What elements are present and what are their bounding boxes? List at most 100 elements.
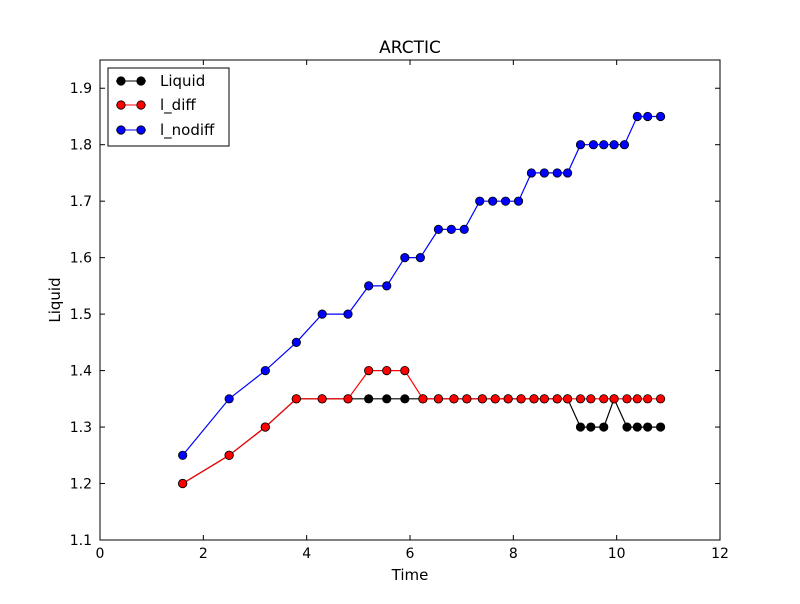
data-point-liquid [622, 422, 632, 432]
data-point-l-nodiff [260, 365, 270, 376]
data-point-l-diff [503, 394, 513, 404]
data-point-l-diff [291, 394, 301, 404]
data-point-l-nodiff [415, 253, 425, 263]
legend-marker-liquid [116, 76, 126, 86]
data-point-l-nodiff [459, 224, 469, 235]
data-point-l-nodiff [475, 196, 485, 206]
series-line-liquid [182, 397, 661, 485]
y-tick-label: 1.6 [70, 251, 92, 267]
y-tick-label: 1.3 [70, 420, 92, 436]
data-point-l-nodiff [317, 309, 327, 319]
data-point-l-diff [462, 394, 472, 404]
data-point-l-nodiff [446, 224, 456, 235]
axis-ticks: 0 2 4 6 8 10 12 1.1 1.2 1.3 1.4 1.5 1.6 1.7 1.8 1.9 [70, 60, 729, 562]
data-point-l-nodiff [599, 140, 609, 150]
data-point-l-nodiff [588, 140, 599, 150]
data-point-l-nodiff [655, 111, 666, 122]
data-point-l-nodiff [291, 337, 301, 347]
legend-label-liquid: Liquid [160, 72, 205, 90]
y-tick-label: 1.2 [70, 477, 92, 493]
data-point-l-nodiff [552, 168, 562, 178]
y-tick-label: 1.9 [70, 81, 92, 97]
series-line-l-nodiff [182, 115, 661, 456]
data-point-l-diff [224, 450, 234, 460]
y-tick-label: 1.4 [70, 364, 92, 380]
data-point-l-diff [260, 422, 270, 432]
data-point-liquid [655, 422, 666, 432]
data-point-liquid [599, 422, 609, 432]
data-point-l-diff [539, 394, 549, 404]
data-point-l-diff [382, 365, 392, 376]
data-point-l-diff [178, 478, 188, 489]
plot-area-frame [99, 59, 721, 541]
x-tick-label: 2 [199, 546, 208, 562]
data-point-liquid [586, 422, 596, 432]
data-point-l-nodiff [609, 140, 619, 150]
data-point-l-nodiff [526, 168, 537, 178]
legend-marker-l-nodiff-2 [136, 125, 146, 135]
data-point-l-nodiff [643, 111, 653, 122]
x-axis-label: Time [391, 566, 429, 584]
data-point-l-nodiff [575, 140, 586, 150]
data-point-liquid [643, 422, 653, 432]
legend-label-l-nodiff: l_nodiff [160, 121, 215, 140]
data-point-l-diff [643, 394, 653, 404]
legend-marker-l-diff-2 [136, 100, 146, 110]
data-point-l-nodiff [513, 196, 524, 206]
y-axis-label: Liquid [46, 277, 64, 322]
data-point-l-nodiff [382, 281, 392, 291]
data-point-l-diff [552, 394, 562, 404]
x-tick-label: 4 [302, 546, 311, 562]
data-point-l-diff [632, 394, 642, 404]
data-point-l-diff [599, 394, 609, 404]
data-point-l-nodiff [364, 281, 374, 291]
data-point-l-diff [586, 394, 596, 404]
legend-marker-l-diff [116, 100, 126, 110]
data-point-l-diff [364, 365, 374, 376]
x-tick-label: 12 [711, 546, 729, 562]
data-point-l-nodiff [632, 111, 642, 122]
y-tick-label: 1.5 [70, 307, 92, 323]
data-point-l-diff [317, 394, 327, 404]
legend-label-l-diff: l_diff [160, 96, 196, 115]
data-point-l-diff [575, 394, 586, 404]
data-point-liquid [575, 422, 586, 432]
legend: Liquid l_diff l_nodiff [107, 67, 230, 147]
data-point-l-diff [655, 394, 666, 404]
x-tick-label: 8 [509, 546, 518, 562]
chart-title: ARCTIC [379, 38, 441, 58]
data-point-liquid [364, 394, 374, 404]
data-point-l-nodiff [488, 196, 498, 206]
data-point-l-diff [622, 394, 632, 404]
data-point-l-nodiff [224, 394, 234, 404]
data-point-l-diff [343, 394, 353, 404]
data-point-l-diff [400, 365, 410, 376]
data-point-l-diff [516, 394, 526, 404]
data-point-l-nodiff [619, 140, 630, 150]
data-point-l-diff [490, 394, 500, 404]
data-point-l-nodiff [343, 309, 353, 319]
data-point-l-diff [477, 394, 487, 404]
data-point-l-nodiff [178, 450, 188, 460]
data-point-l-diff [529, 394, 539, 404]
data-point-l-diff [433, 394, 444, 404]
x-tick-label: 6 [406, 546, 415, 562]
x-tick-label: 10 [608, 546, 626, 562]
data-point-l-diff [418, 394, 428, 404]
data-point-l-diff [449, 394, 459, 404]
data-point-l-diff [609, 394, 619, 404]
data-point-l-nodiff [500, 196, 511, 206]
data-point-liquid [382, 394, 392, 404]
legend-marker-l-nodiff [116, 125, 126, 135]
x-tick-label: 0 [96, 546, 105, 562]
series-layer [178, 111, 666, 489]
y-tick-label: 1.1 [70, 533, 92, 549]
data-point-l-diff [562, 394, 573, 404]
legend-marker-liquid-2 [136, 76, 146, 86]
y-tick-label: 1.7 [70, 194, 92, 210]
y-tick-label: 1.8 [70, 138, 92, 154]
data-point-liquid [400, 394, 410, 404]
data-point-l-nodiff [400, 253, 410, 263]
